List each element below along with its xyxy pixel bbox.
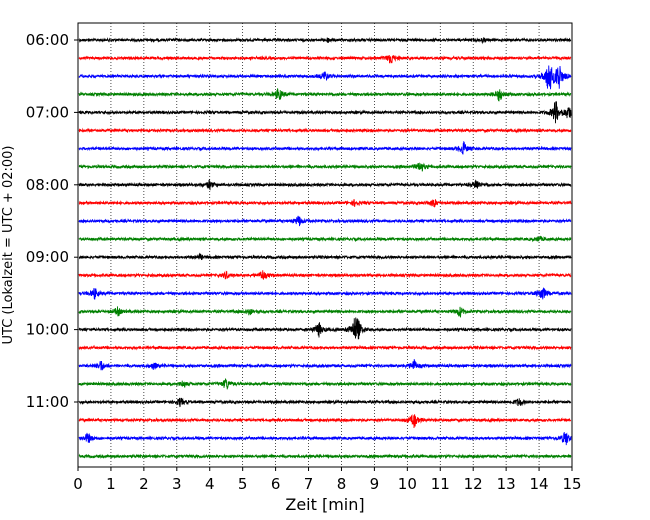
trace-line — [78, 101, 572, 124]
x-tick-label: 2 — [139, 475, 149, 493]
y-tick-label: 11:00 — [26, 393, 69, 411]
x-tick-label: 10 — [398, 475, 417, 493]
x-tick-label: 3 — [172, 475, 182, 493]
trace-line — [78, 65, 572, 90]
x-tick-label: 12 — [464, 475, 483, 493]
x-tick-label: 0 — [73, 475, 83, 493]
trace-line — [78, 162, 572, 172]
grid-lines — [110, 23, 540, 467]
y-tick-label: 06:00 — [26, 31, 69, 49]
x-tick-label: 13 — [497, 475, 516, 493]
y-axis-ticks: 06:00 07:00 08:00 09:00 10:00 11:00 — [26, 31, 78, 411]
y-axis-label: UTC (Lokalzeit = UTC + 02:00) — [1, 146, 16, 345]
x-tick-label: 6 — [271, 475, 281, 493]
trace-line — [78, 413, 572, 429]
plot-area — [78, 23, 572, 467]
trace-line — [78, 141, 572, 155]
trace-line — [78, 235, 572, 243]
trace-line — [78, 397, 572, 408]
y-tick-label: 09:00 — [26, 248, 69, 266]
x-tick-label: 7 — [304, 475, 314, 493]
y-tick-label: 08:00 — [26, 176, 69, 194]
x-tick-label: 15 — [562, 475, 581, 493]
trace-line — [78, 453, 572, 460]
x-tick-label: 8 — [337, 475, 347, 493]
x-tick-label: 9 — [370, 475, 380, 493]
trace-line — [78, 88, 572, 102]
trace-line — [78, 127, 572, 134]
x-tick-label: 11 — [431, 475, 450, 493]
trace-line — [78, 344, 572, 351]
trace-line — [78, 317, 572, 340]
plot-frame — [77, 22, 573, 468]
y-tick-label: 10:00 — [26, 321, 69, 339]
trace-line — [78, 54, 572, 64]
trace-line — [78, 178, 572, 191]
seismic-traces — [78, 37, 572, 460]
trace-line — [78, 432, 572, 446]
x-tick-label: 5 — [238, 475, 248, 493]
trace-line — [78, 286, 572, 300]
trace-line — [78, 270, 572, 280]
trace-line — [78, 359, 572, 371]
trace-line — [78, 199, 572, 208]
x-axis-label: Zeit [min] — [285, 495, 364, 514]
x-tick-label: 4 — [205, 475, 215, 493]
trace-line — [78, 306, 572, 318]
trace-line — [78, 37, 572, 45]
trace-line — [78, 378, 572, 390]
y-tick-label: 07:00 — [26, 103, 69, 121]
x-tick-label: 1 — [106, 475, 116, 493]
trace-line — [78, 252, 572, 261]
x-tick-label: 14 — [530, 475, 549, 493]
x-axis-ticks: 0 1 2 3 4 5 6 7 8 9 10 11 12 13 14 15 — [73, 467, 582, 493]
trace-line — [78, 215, 572, 227]
